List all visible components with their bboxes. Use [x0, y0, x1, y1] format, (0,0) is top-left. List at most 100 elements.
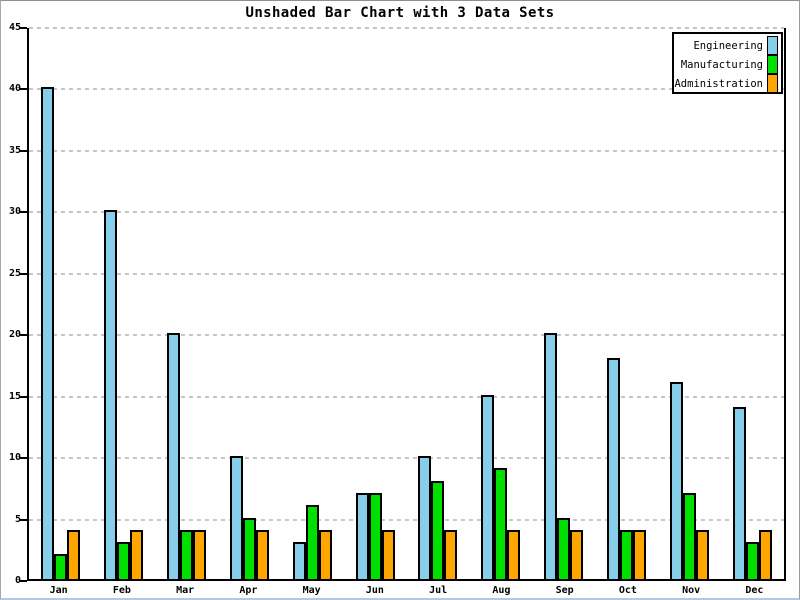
- bar-group-aug: [469, 28, 532, 579]
- y-tick-20: [20, 334, 27, 337]
- bar-group-apr: [218, 28, 281, 579]
- x-label-jan: Jan: [49, 585, 68, 596]
- bar-administration-sep: [570, 530, 584, 579]
- bar-manufacturing-sep: [557, 518, 571, 579]
- bar-engineering-dec: [733, 407, 747, 579]
- bar-engineering-nov: [670, 382, 684, 579]
- bar-manufacturing-nov: [683, 493, 697, 579]
- bar-administration-may: [318, 530, 332, 579]
- bar-manufacturing-jul: [431, 481, 445, 579]
- bar-engineering-jun: [355, 493, 369, 579]
- x-label-aug: Aug: [492, 585, 511, 596]
- bar-groups: [29, 28, 784, 579]
- gridline-25: [29, 272, 784, 275]
- bar-manufacturing-jun: [368, 493, 382, 579]
- x-label-mar: Mar: [176, 585, 195, 596]
- x-label-nov: Nov: [682, 585, 701, 596]
- bar-group-mar: [155, 28, 218, 579]
- y-tick-label-25: 25: [8, 267, 21, 279]
- bar-administration-jun: [381, 530, 395, 579]
- bar-group-feb: [92, 28, 155, 579]
- bar-group-oct: [595, 28, 658, 579]
- bar-administration-nov: [696, 530, 710, 579]
- y-tick-label-5: 5: [14, 513, 21, 525]
- y-tick-label-0: 0: [14, 575, 21, 586]
- bar-group-jan: [29, 28, 92, 579]
- y-tick-15: [20, 395, 27, 398]
- bar-manufacturing-aug: [494, 468, 508, 579]
- gridline-30: [29, 211, 784, 214]
- plot-area: [27, 27, 786, 581]
- legend-swatch-engineering: [767, 36, 778, 55]
- bar-manufacturing-dec: [746, 542, 760, 579]
- x-label-oct: Oct: [618, 585, 637, 596]
- y-tick-45: [20, 27, 27, 29]
- y-tick-label-30: 30: [8, 206, 21, 218]
- bar-group-jun: [344, 28, 407, 579]
- x-axis-labels: Jan Feb Mar Apr May Jun Jul Aug Sep Oct Nov Dec: [27, 585, 786, 597]
- bar-manufacturing-feb: [116, 542, 130, 579]
- x-label-jun: Jun: [365, 585, 384, 596]
- bar-engineering-aug: [481, 395, 495, 579]
- y-tick-5: [20, 518, 27, 521]
- bar-engineering-jul: [418, 456, 432, 579]
- bar-engineering-sep: [544, 333, 558, 579]
- bar-administration-dec: [759, 530, 773, 579]
- bar-group-dec: [721, 28, 784, 579]
- y-tick-35: [20, 149, 27, 152]
- legend-swatch-administration: [767, 74, 778, 93]
- bar-engineering-oct: [607, 358, 621, 579]
- y-tick-10: [20, 457, 27, 460]
- bar-manufacturing-oct: [620, 530, 634, 579]
- y-tick-30: [20, 211, 27, 214]
- x-label-jul: Jul: [429, 585, 448, 596]
- gridline-10: [29, 457, 784, 460]
- bar-group-sep: [532, 28, 595, 579]
- bar-administration-jan: [66, 530, 80, 579]
- y-tick-label-40: 40: [8, 83, 21, 95]
- legend-row-administration: Administration: [674, 74, 778, 93]
- bar-manufacturing-may: [305, 505, 319, 579]
- y-tick-25: [20, 272, 27, 275]
- y-tick-label-35: 35: [8, 144, 21, 156]
- bar-manufacturing-apr: [242, 518, 256, 579]
- legend-row-manufacturing: Manufacturing: [676, 55, 778, 74]
- x-label-feb: Feb: [112, 585, 131, 596]
- bar-group-nov: [658, 28, 721, 579]
- legend-label-manufacturing: Manufacturing: [680, 58, 763, 71]
- bar-administration-aug: [507, 530, 521, 579]
- bar-engineering-feb: [103, 210, 117, 579]
- chart-title: Unshaded Bar Chart with 3 Data Sets: [245, 5, 555, 21]
- gridline-40: [29, 88, 784, 91]
- bar-engineering-may: [292, 542, 306, 579]
- gridline-35: [29, 149, 784, 152]
- y-tick-label-10: 10: [8, 452, 21, 464]
- bar-manufacturing-mar: [179, 530, 193, 579]
- gridline-20: [29, 334, 784, 337]
- y-tick-label-45: 45: [8, 22, 21, 33]
- legend: Engineering Manufacturing Administration: [672, 32, 783, 94]
- legend-row-engineering: Engineering: [676, 36, 778, 55]
- bar-administration-jul: [444, 530, 458, 579]
- bar-engineering-apr: [229, 456, 243, 579]
- y-tick-label-20: 20: [8, 329, 21, 341]
- bar-group-jul: [407, 28, 470, 579]
- y-tick-40: [20, 88, 27, 91]
- gridline-45: [29, 27, 784, 29]
- bar-administration-apr: [255, 530, 269, 579]
- x-label-sep: Sep: [555, 585, 574, 596]
- legend-label-administration: Administration: [674, 77, 763, 90]
- bar-engineering-jan: [40, 87, 54, 579]
- y-tick-label-15: 15: [8, 390, 21, 402]
- legend-swatch-manufacturing: [767, 55, 778, 74]
- bar-group-may: [281, 28, 344, 579]
- x-label-apr: Apr: [239, 585, 258, 596]
- bar-administration-feb: [129, 530, 143, 579]
- y-tick-0: [20, 580, 27, 582]
- bar-engineering-mar: [166, 333, 180, 579]
- gridline-15: [29, 395, 784, 398]
- bar-administration-mar: [192, 530, 206, 579]
- legend-label-engineering: Engineering: [693, 39, 763, 52]
- x-label-may: May: [302, 585, 321, 596]
